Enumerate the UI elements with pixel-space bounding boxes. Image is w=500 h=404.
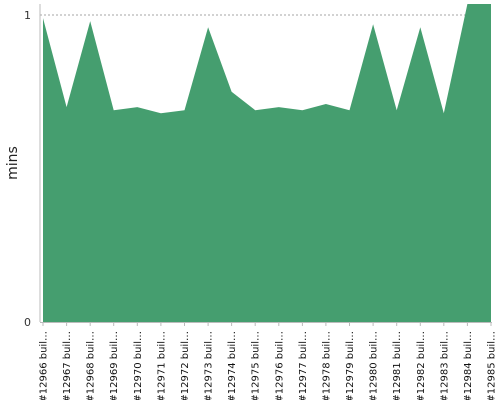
axis-layer bbox=[39, 4, 492, 326]
x-tick-label: #12969 buil… bbox=[109, 331, 120, 400]
x-tick-label: #12978 buil… bbox=[321, 331, 332, 400]
area-series bbox=[43, 4, 491, 322]
x-tick-labels: #12966 buil… #12967 buil… #12968 buil… #129… bbox=[39, 331, 498, 403]
x-tick-label: #12966 buil… bbox=[39, 331, 50, 400]
x-tick-label: #12971 buil… bbox=[156, 331, 167, 400]
area-layer bbox=[43, 4, 491, 322]
x-tick-label: #12970 buil… bbox=[133, 331, 144, 400]
x-tick-label: #12983 buil… bbox=[439, 331, 450, 400]
x-tick-label: #12981 buil… bbox=[392, 331, 403, 400]
x-tick-label: #12982 buil… bbox=[416, 331, 427, 400]
x-tick-label: #12967 buil… bbox=[62, 331, 73, 400]
x-tick-label: #12985 buil… bbox=[487, 331, 498, 400]
x-tick-label: #12968 buil… bbox=[86, 331, 97, 400]
x-tick-label: #12975 buil… bbox=[251, 331, 262, 400]
x-tick-label: #12979 buil… bbox=[345, 331, 356, 400]
y-tick-labels: 01 bbox=[24, 9, 31, 329]
x-tick-label: #12977 buil… bbox=[298, 331, 309, 400]
x-tick-label: #12973 buil… bbox=[204, 331, 215, 400]
x-tick-label: #12984 buil… bbox=[463, 331, 474, 400]
x-tick-label: #12972 buil… bbox=[180, 331, 191, 400]
x-tick-label: #12974 buil… bbox=[227, 331, 238, 400]
x-tick-label: #12976 buil… bbox=[274, 331, 285, 400]
y-tick-label: 0 bbox=[24, 316, 31, 329]
y-axis-label: mins bbox=[5, 146, 21, 180]
x-tick-label: #12980 buil… bbox=[369, 331, 380, 400]
y-tick-label: 1 bbox=[24, 9, 31, 22]
